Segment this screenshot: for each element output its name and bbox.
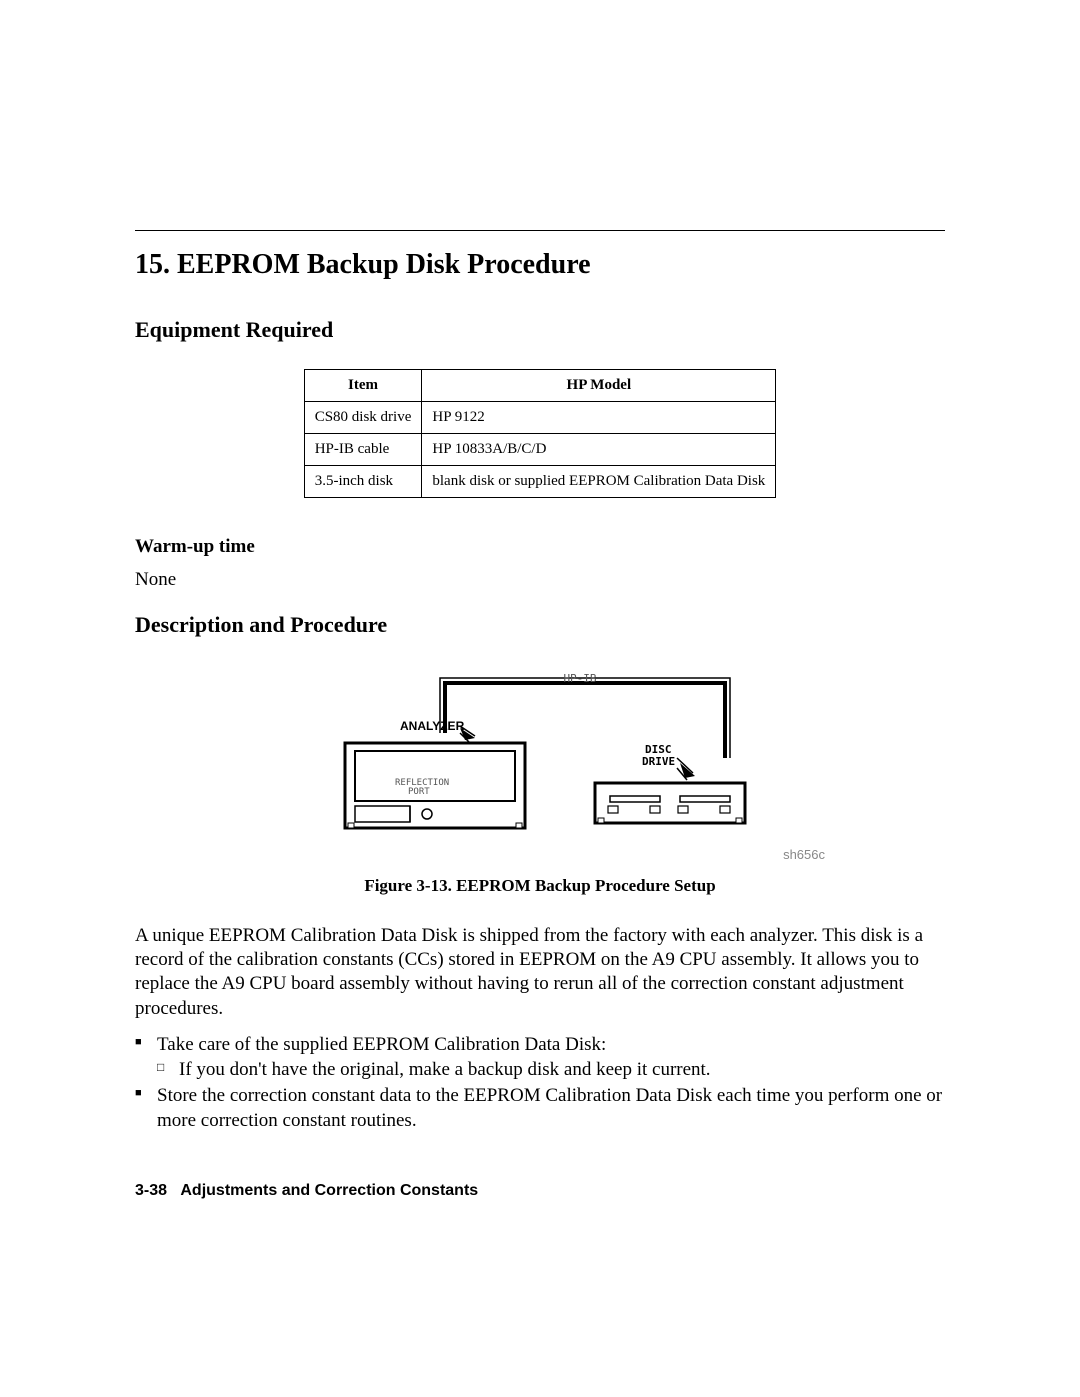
hpib-label: HP-IB: [563, 672, 596, 685]
table-header-cell: Item: [304, 370, 422, 402]
table-row: HP-IB cable HP 10833A/B/C/D: [304, 434, 776, 466]
table-cell: 3.5-inch disk: [304, 466, 422, 498]
disc-drive-box: [595, 783, 745, 823]
table-cell: blank disk or supplied EEPROM Calibratio…: [422, 466, 776, 498]
table-header-cell: HP Model: [422, 370, 776, 402]
table-cell: CS80 disk drive: [304, 402, 422, 434]
diagram-svg: HP-IB ANALYZER REFLECTION PORT DISC DRIV…: [315, 668, 765, 843]
warmup-heading: Warm-up time: [135, 536, 945, 558]
bullet-list: Take care of the supplied EEPROM Calibra…: [135, 1033, 945, 1134]
list-item: Take care of the supplied EEPROM Calibra…: [135, 1033, 945, 1082]
port-label: PORT: [408, 787, 430, 797]
equipment-heading: Equipment Required: [135, 317, 945, 343]
horizontal-rule: [135, 230, 945, 231]
footer-section: Adjustments and Correction Constants: [180, 1182, 478, 1199]
description-paragraph: A unique EEPROM Calibration Data Disk is…: [135, 924, 945, 1021]
table-row: CS80 disk drive HP 9122: [304, 402, 776, 434]
inner-list: If you don't have the original, make a b…: [157, 1058, 945, 1083]
page-footer: 3-38 Adjustments and Correction Constant…: [135, 1182, 945, 1200]
list-item-text: Take care of the supplied EEPROM Calibra…: [157, 1034, 606, 1055]
drive-label: DRIVE: [642, 755, 675, 768]
page-title: 15. EEPROM Backup Disk Procedure: [135, 249, 945, 281]
warmup-text: None: [135, 568, 945, 592]
list-item: Store the correction constant data to th…: [135, 1084, 945, 1133]
equipment-table: Item HP Model CS80 disk drive HP 9122 HP…: [304, 369, 777, 498]
table-cell: HP 10833A/B/C/D: [422, 434, 776, 466]
table-cell: HP-IB cable: [304, 434, 422, 466]
inner-list-item: If you don't have the original, make a b…: [157, 1058, 945, 1083]
table-header-row: Item HP Model: [304, 370, 776, 402]
figure-caption: Figure 3-13. EEPROM Backup Procedure Set…: [364, 876, 715, 896]
table-row: 3.5-inch disk blank disk or supplied EEP…: [304, 466, 776, 498]
table-cell: HP 9122: [422, 402, 776, 434]
analyzer-label: ANALYZER: [400, 719, 465, 733]
figure-code: sh656c: [255, 847, 825, 862]
footer-page: 3-38: [135, 1182, 167, 1199]
analyzer-screen: [355, 751, 515, 801]
figure-wrapper: HP-IB ANALYZER REFLECTION PORT DISC DRIV…: [135, 668, 945, 896]
equipment-table-wrapper: Item HP Model CS80 disk drive HP 9122 HP…: [135, 369, 945, 498]
procedure-heading: Description and Procedure: [135, 612, 945, 638]
